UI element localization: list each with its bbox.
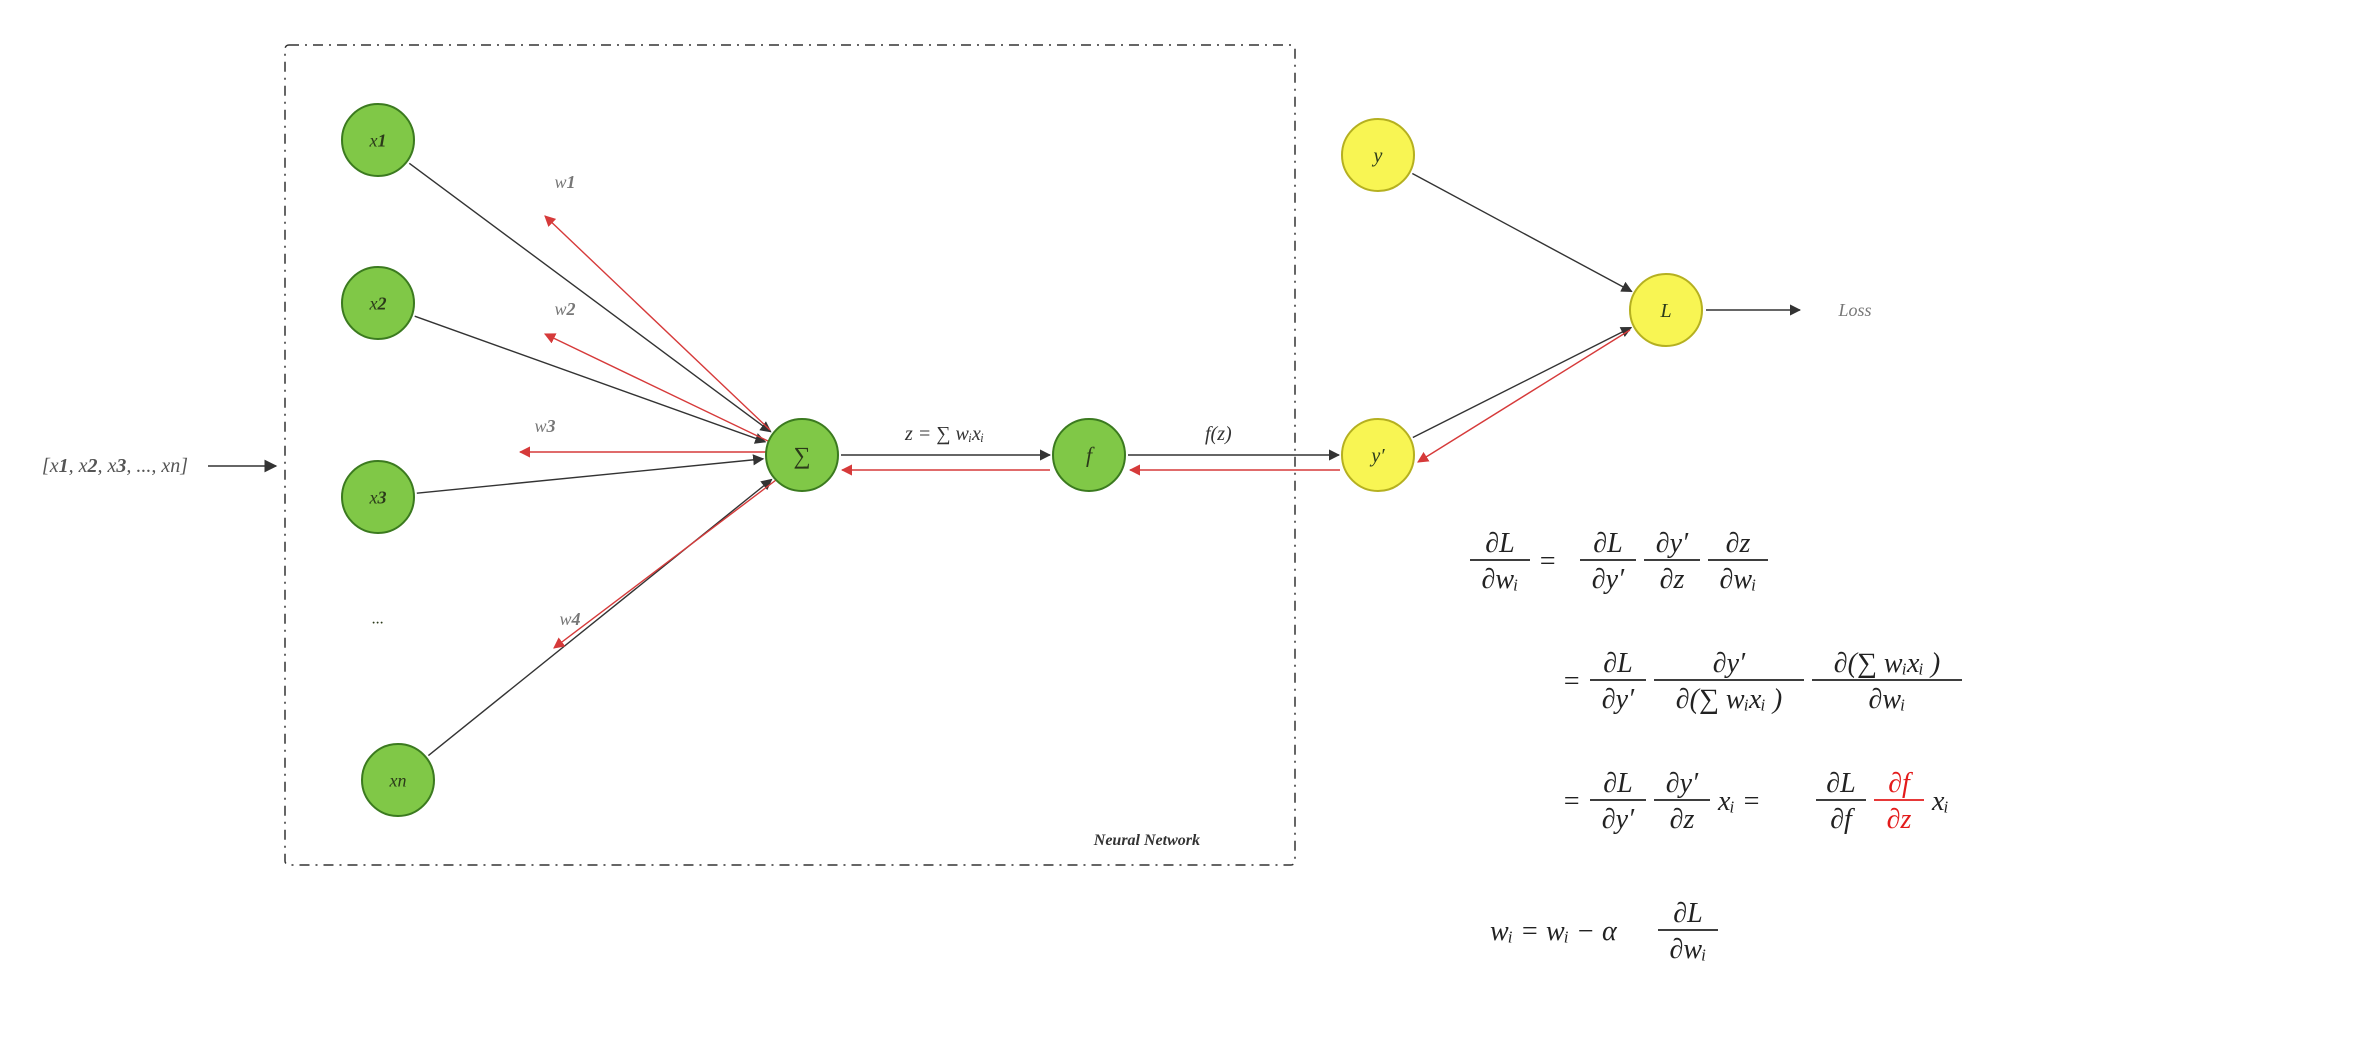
weight-label: w4 bbox=[559, 609, 580, 629]
forward-edge bbox=[417, 459, 763, 493]
eq-text: xᵢ bbox=[1931, 786, 1949, 817]
eq-text: wᵢ = wᵢ − α bbox=[1490, 916, 1618, 947]
eq-frac-den: ∂y′ bbox=[1602, 804, 1635, 835]
eq-text: = bbox=[1562, 786, 1581, 817]
eq-frac-num: ∂z bbox=[1726, 528, 1751, 559]
forward-edge bbox=[415, 316, 766, 442]
eq-frac-num: ∂y′ bbox=[1656, 528, 1689, 559]
eq-frac-den: ∂z bbox=[1660, 564, 1685, 595]
eq-frac-num: ∂(∑ wᵢxᵢ ) bbox=[1834, 648, 1940, 679]
weight-label: w1 bbox=[554, 172, 575, 192]
node-label-y: y bbox=[1372, 145, 1383, 167]
forward-edge bbox=[428, 479, 771, 755]
node-label-xn: xn bbox=[389, 770, 407, 790]
node-label-yp: y′ bbox=[1369, 445, 1385, 467]
edge-label-z: z = ∑ wᵢxᵢ bbox=[904, 423, 984, 445]
weight-label: w3 bbox=[534, 416, 555, 436]
eq-frac-den: ∂z bbox=[1887, 804, 1912, 835]
node-label-dots: ... bbox=[372, 611, 384, 628]
eq-frac-num: ∂L bbox=[1603, 648, 1632, 679]
eq-frac-den: ∂wᵢ bbox=[1482, 564, 1519, 595]
eq-frac-num: ∂y′ bbox=[1666, 768, 1699, 799]
forward-edge bbox=[1413, 328, 1631, 438]
eq-frac-den: ∂f bbox=[1830, 804, 1855, 835]
node-label-x3: x3 bbox=[369, 487, 387, 507]
eq-frac-num: ∂L bbox=[1826, 768, 1855, 799]
weight-label: w2 bbox=[554, 299, 575, 319]
eq-frac-den: ∂y′ bbox=[1592, 564, 1625, 595]
backprop-edge bbox=[545, 334, 770, 442]
eq-frac-num: ∂f bbox=[1888, 768, 1913, 799]
backprop-edge bbox=[545, 216, 770, 430]
eq-frac-den: ∂wᵢ bbox=[1720, 564, 1757, 595]
neural-network-box-label: Neural Network bbox=[1093, 832, 1200, 849]
eq-frac-den: ∂z bbox=[1670, 804, 1695, 835]
equation-line-2: = ∂L ∂y′ ∂y′ ∂(∑ wᵢxᵢ ) ∂(∑ wᵢxᵢ ) ∂wᵢ bbox=[1562, 648, 1962, 715]
eq-frac-num: ∂y′ bbox=[1713, 648, 1746, 679]
eq-frac-num: ∂L bbox=[1593, 528, 1622, 559]
backprop-edge bbox=[554, 480, 776, 648]
eq-frac-num: ∂L bbox=[1485, 528, 1514, 559]
node-label-x2: x2 bbox=[369, 293, 387, 313]
eq-frac-den: ∂(∑ wᵢxᵢ ) bbox=[1676, 684, 1782, 715]
node-label-x1: x1 bbox=[369, 130, 387, 150]
node-label-sum: ∑ bbox=[793, 443, 810, 469]
forward-edge bbox=[1412, 173, 1631, 291]
eq-text: xᵢ = bbox=[1717, 786, 1761, 817]
eq-frac-den: ∂wᵢ bbox=[1670, 934, 1707, 965]
loss-label: Loss bbox=[1837, 300, 1871, 320]
eq-frac-num: ∂L bbox=[1603, 768, 1632, 799]
input-vector-label: [x1, x2, x3, ..., xn] bbox=[42, 455, 188, 477]
eq-frac-den: ∂y′ bbox=[1602, 684, 1635, 715]
eq-text: = bbox=[1538, 546, 1557, 577]
diagram-canvas: Neural Network [x1, x2, x3, ..., xn] Loss x… bbox=[0, 0, 2360, 1064]
node-label-L: L bbox=[1659, 300, 1671, 322]
equation-line-4: wᵢ = wᵢ − α ∂L ∂wᵢ bbox=[1490, 898, 1718, 965]
edge-label-fz: f(z) bbox=[1205, 423, 1232, 445]
forward-edge bbox=[409, 163, 770, 431]
backprop-edge bbox=[1418, 330, 1630, 462]
equation-line-3: = ∂L ∂y′ ∂y′ ∂z xᵢ = ∂L ∂f ∂f ∂z xᵢ bbox=[1562, 768, 1949, 835]
eq-frac-num: ∂L bbox=[1673, 898, 1702, 929]
equation-line-1: ∂L ∂wᵢ = ∂L ∂y′ ∂y′ ∂z ∂z ∂wᵢ bbox=[1470, 528, 1768, 595]
eq-text: = bbox=[1562, 666, 1581, 697]
eq-frac-den: ∂wᵢ bbox=[1869, 684, 1906, 715]
